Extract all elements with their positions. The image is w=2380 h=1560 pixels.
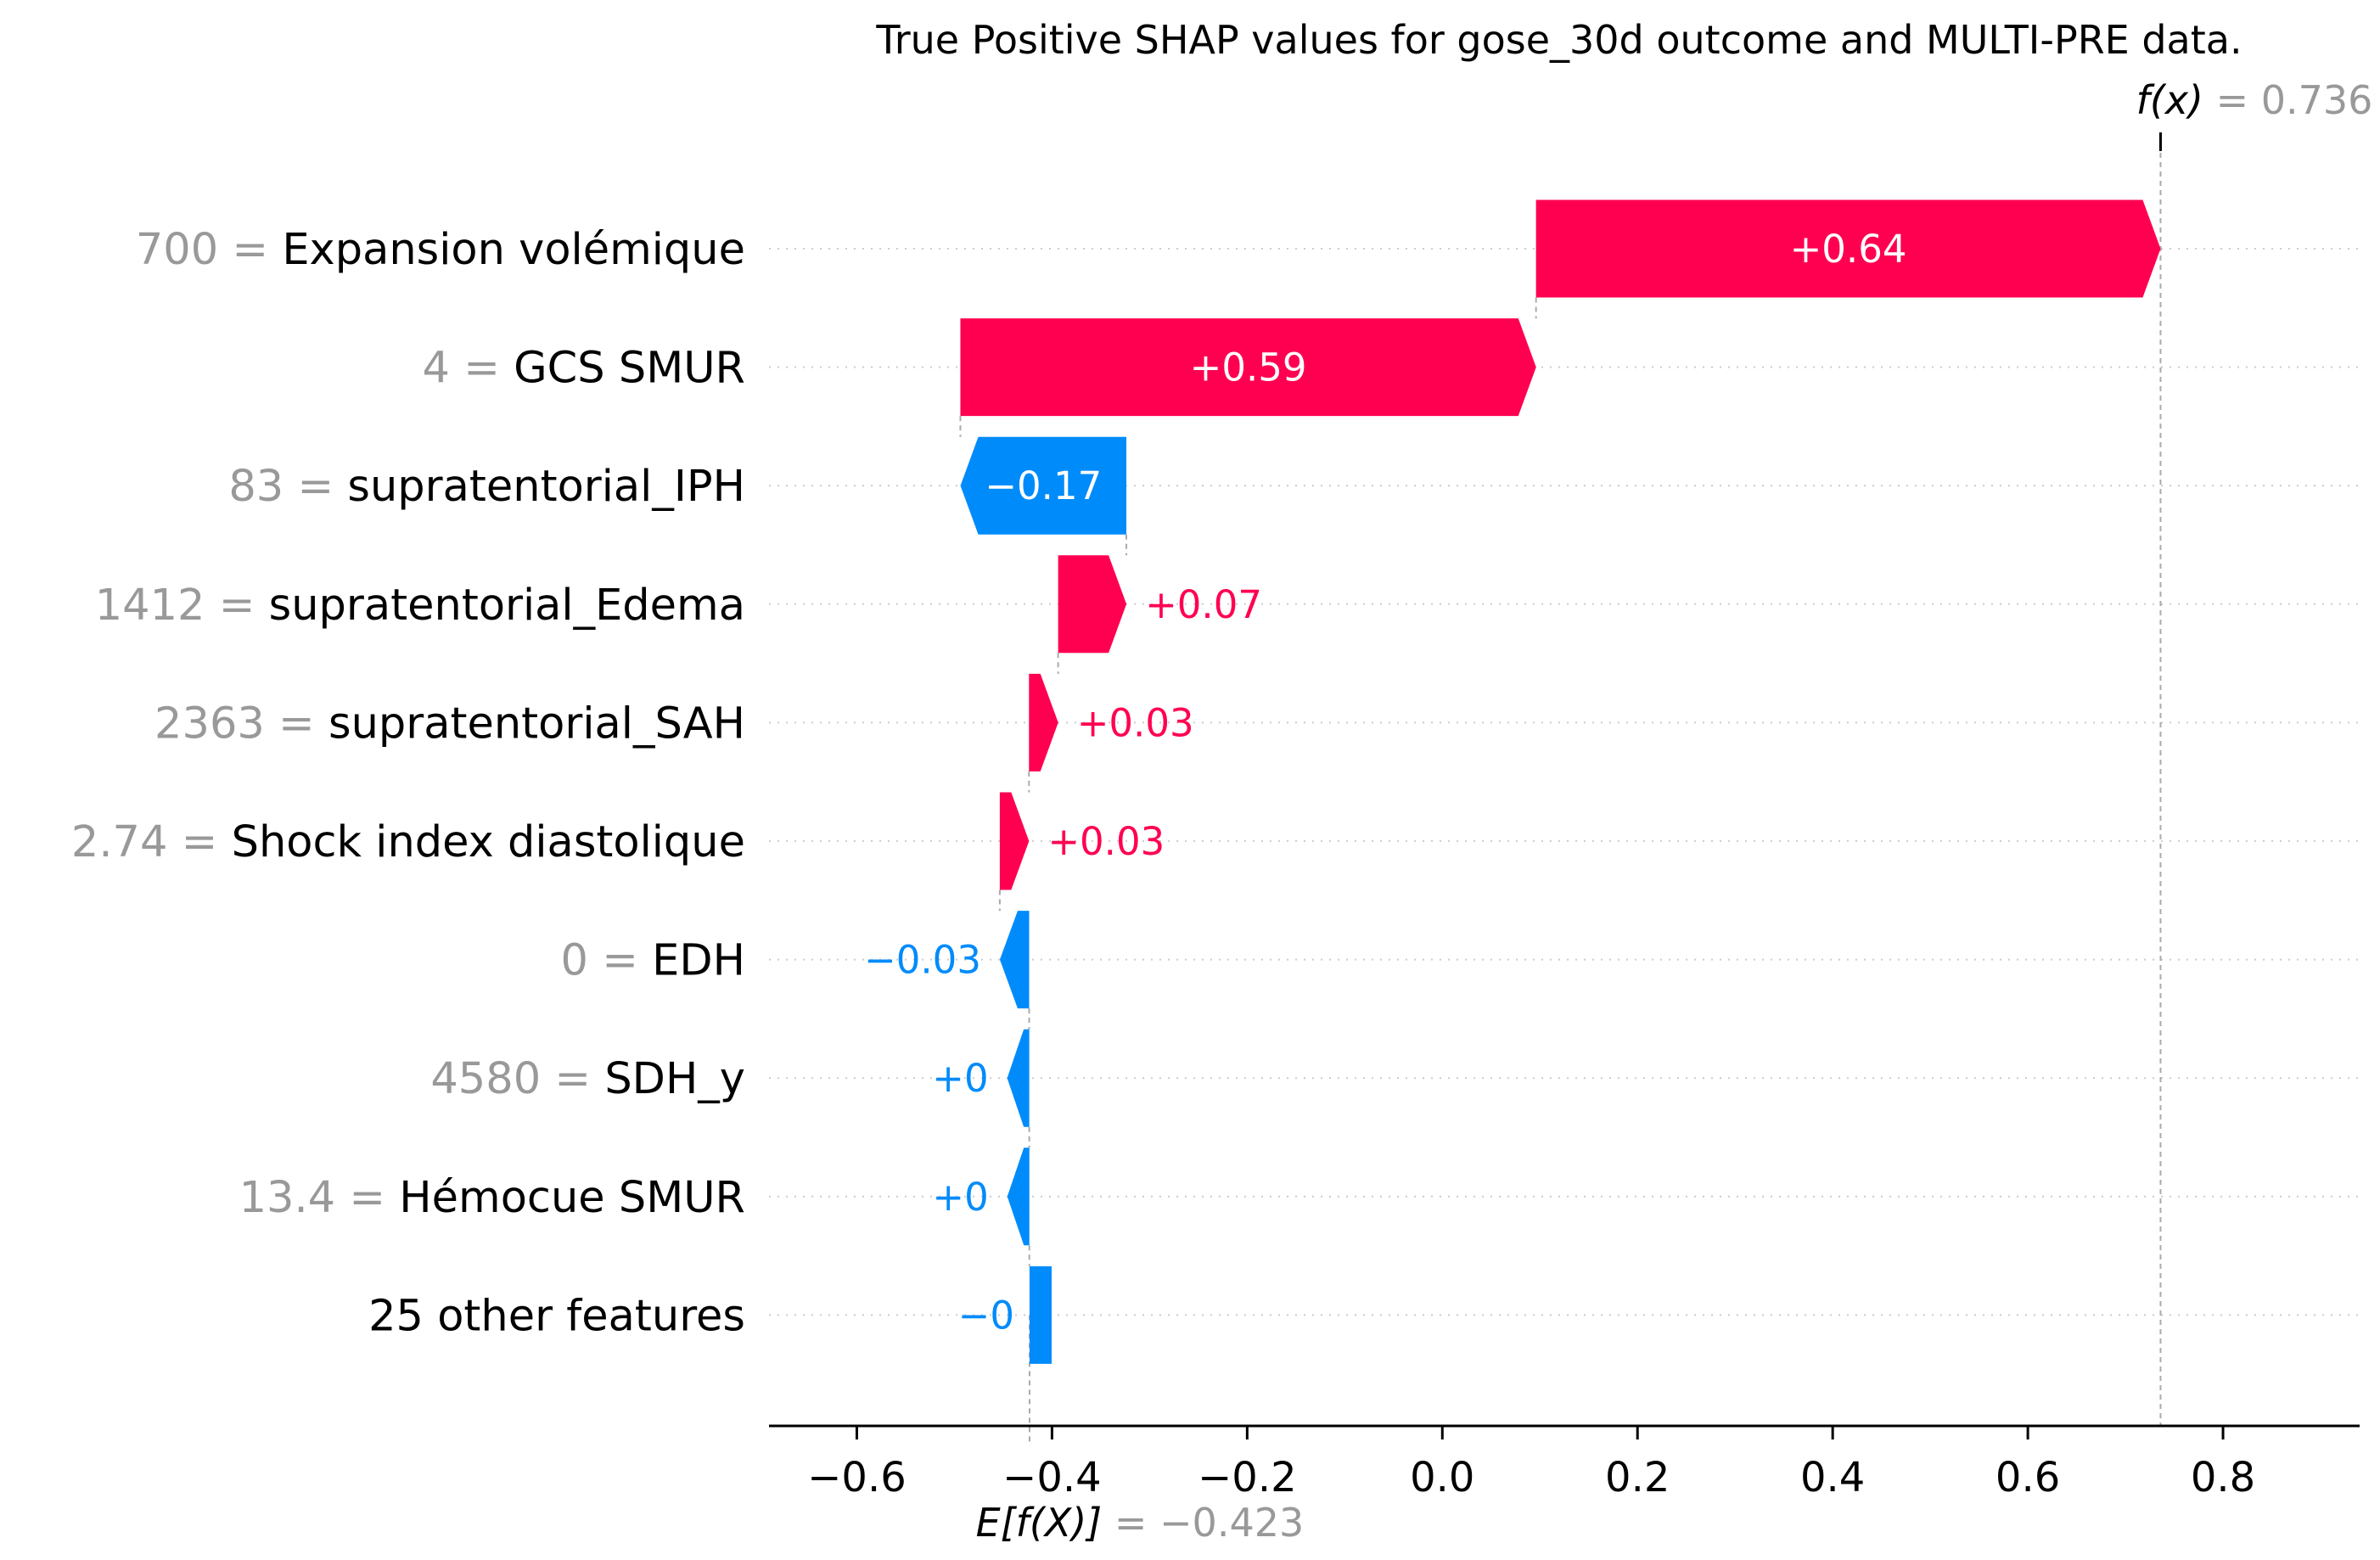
ex-value: = −0.423 (1102, 1500, 1304, 1546)
equals-sign: = (167, 817, 231, 867)
bar-value-label: +0 (932, 1175, 988, 1220)
feature-name: supratentorial_IPH (347, 462, 745, 512)
feature-name: Shock index diastolique (232, 817, 745, 867)
feature-name: 25 other features (368, 1291, 745, 1341)
feature-value: 13.4 (239, 1173, 336, 1223)
fx-annotation: f(x) = 0.736 (2136, 77, 2373, 123)
shap-bars: +0.64 +0.59 −0.17 +0.07 +0.03 +0.03 −0.03 +0 +0 −… (864, 199, 2161, 1364)
feature-name: supratentorial_Edema (269, 581, 745, 631)
feature-value: 4 (423, 344, 450, 394)
feature-label: 700 = Expansion volémique (136, 225, 745, 275)
feature-label: 4580 = SDH_y (430, 1054, 745, 1104)
feature-labels: 700 = Expansion volémique 4 = GCS SMUR 83 … (71, 225, 745, 1341)
shap-bar-4 (1058, 555, 1127, 654)
equals-sign: = (205, 581, 268, 631)
fx-symbol: f(x) (2136, 77, 2203, 123)
bar-value-label: +0.59 (1190, 345, 1307, 390)
x-tick-label: 0.8 (2191, 1454, 2255, 1501)
equals-sign: = (450, 344, 514, 394)
feature-value: 0 (561, 936, 588, 986)
feature-value: 1412 (95, 581, 205, 631)
feature-label: 2.74 = Shock index diastolique (71, 817, 745, 867)
equals-sign: = (541, 1054, 604, 1104)
equals-sign: = (265, 699, 328, 749)
x-tick-label: 0.6 (1995, 1454, 2060, 1501)
ex-symbol: E[f(X)] (976, 1500, 1103, 1546)
feature-name: EDH (652, 936, 745, 986)
shap-bar-2 (960, 318, 1536, 417)
feature-name: GCS SMUR (514, 344, 745, 394)
feature-name: Expansion volémique (282, 225, 745, 275)
feature-value: 700 (136, 225, 218, 275)
chart-title: True Positive SHAP values for gose_30d o… (875, 17, 2242, 63)
bar-value-label: +0.64 (1790, 227, 1907, 272)
bar-value-label: +0.07 (1145, 582, 1262, 627)
shap-bar-1 (1535, 199, 2161, 298)
equals-sign: = (588, 936, 652, 986)
feature-value: 4580 (430, 1054, 541, 1104)
shap-bar-5 (1029, 673, 1058, 772)
shap-bar-7 (999, 911, 1030, 1009)
x-axis: −0.6 −0.4 −0.2 0.0 0.2 0.4 0.6 0.8 (769, 1424, 2360, 1501)
feature-value: 2.74 (71, 817, 168, 867)
shap-bar-3 (960, 436, 1127, 535)
feature-value: 2363 (154, 699, 265, 749)
fx-value: = 0.736 (2203, 77, 2372, 123)
bar-value-label: −0.03 (864, 938, 981, 983)
x-tick-label: 0.0 (1410, 1454, 1474, 1501)
shap-bar-8 (1007, 1029, 1030, 1127)
feature-label: 83 = supratentorial_IPH (228, 462, 745, 512)
feature-label: 0 = EDH (561, 936, 745, 986)
ex-annotation: E[f(X)] = −0.423 (976, 1500, 1305, 1546)
bar-value-label: −0 (958, 1293, 1014, 1338)
x-tick-label: 0.4 (1800, 1454, 1865, 1501)
equals-sign: = (218, 225, 282, 275)
feature-label: 2363 = supratentorial_SAH (154, 699, 745, 749)
value-annotations: f(x) = 0.736 E[f(X)] = −0.423 (976, 77, 2373, 1546)
x-tick-label: −0.4 (1002, 1454, 1102, 1501)
x-tick-label: −0.6 (807, 1454, 907, 1501)
feature-label: 25 other features (368, 1291, 745, 1341)
feature-name: Hémocue SMUR (399, 1173, 745, 1223)
feature-name: supratentorial_SAH (328, 699, 745, 749)
bar-value-label: +0 (932, 1056, 988, 1101)
feature-label: 13.4 = Hémocue SMUR (239, 1173, 745, 1223)
feature-label: 4 = GCS SMUR (423, 344, 745, 394)
equals-sign: = (335, 1173, 399, 1223)
bar-value-label: +0.03 (1077, 700, 1194, 745)
feature-label: 1412 = supratentorial_Edema (95, 581, 745, 631)
x-tick-label: 0.2 (1605, 1454, 1670, 1501)
bar-value-label: +0.03 (1047, 819, 1165, 864)
feature-value: 83 (228, 462, 283, 512)
bar-value-label: −0.17 (985, 463, 1102, 508)
equals-sign: = (283, 462, 347, 512)
x-tick-label: −0.2 (1198, 1454, 1297, 1501)
shap-bar-6 (999, 792, 1030, 890)
shap-bar-9 (1007, 1148, 1030, 1246)
feature-name: SDH_y (604, 1054, 745, 1104)
shap-bar-10 (1029, 1265, 1052, 1364)
